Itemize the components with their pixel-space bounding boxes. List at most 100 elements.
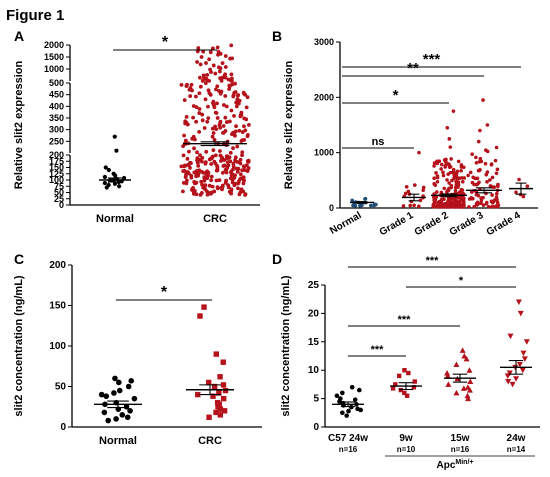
data-point — [207, 157, 212, 162]
data-point — [453, 171, 458, 175]
data-point — [492, 185, 497, 190]
data-point — [369, 203, 373, 208]
data-point — [460, 176, 464, 180]
data-point — [125, 383, 132, 390]
data-point — [220, 359, 226, 365]
data-point — [445, 125, 450, 130]
data-point — [401, 204, 406, 208]
data-point — [239, 187, 244, 192]
data-point — [421, 185, 426, 190]
data-point — [205, 78, 210, 83]
data-point — [198, 153, 202, 158]
data-point — [439, 162, 444, 167]
group-label-superscript: Min/+ — [455, 459, 473, 466]
data-point — [481, 98, 485, 102]
data-point — [203, 81, 208, 86]
data-point — [398, 387, 404, 393]
data-point — [208, 67, 212, 72]
data-point — [496, 203, 501, 207]
data-point — [489, 162, 494, 167]
data-point — [464, 392, 471, 399]
data-point — [492, 204, 497, 209]
data-point — [445, 381, 452, 387]
data-point — [233, 90, 238, 94]
data-point — [340, 410, 345, 416]
data-point — [445, 178, 449, 182]
data-point — [486, 204, 491, 209]
data-point — [204, 61, 208, 65]
data-point — [396, 373, 402, 379]
data-point — [456, 204, 460, 209]
data-point — [441, 173, 446, 178]
data-point — [128, 378, 135, 384]
data-point — [442, 186, 447, 191]
data-point — [446, 199, 450, 203]
data-point — [179, 164, 184, 169]
data-point — [121, 175, 127, 181]
data-point — [402, 368, 407, 373]
data-point — [207, 183, 212, 188]
data-point — [515, 299, 522, 306]
data-point — [245, 169, 250, 173]
n-label: n=14 — [507, 445, 526, 454]
data-point — [521, 356, 528, 362]
data-point — [213, 351, 219, 357]
data-point — [192, 146, 196, 151]
data-point — [490, 193, 494, 197]
data-point — [197, 168, 202, 173]
data-point — [232, 183, 237, 188]
data-point — [521, 194, 526, 199]
data-point — [478, 156, 483, 161]
data-point — [402, 390, 407, 396]
data-point — [447, 165, 452, 169]
data-point — [485, 170, 490, 174]
data-point — [458, 204, 463, 209]
data-point — [409, 199, 414, 204]
data-point — [444, 370, 451, 376]
data-point — [218, 91, 223, 96]
data-point — [212, 159, 217, 164]
data-point — [241, 178, 246, 182]
data-point — [123, 403, 130, 410]
significance-label: *** — [426, 255, 440, 267]
data-point — [191, 115, 195, 120]
data-point — [201, 304, 207, 310]
data-point — [205, 119, 210, 124]
data-point — [210, 184, 215, 189]
y-tick-label: 100 — [49, 341, 66, 352]
y-tick-label: 175 — [49, 156, 64, 166]
data-point — [229, 78, 233, 83]
data-point — [236, 181, 240, 186]
data-point — [490, 175, 495, 180]
data-point — [206, 104, 210, 109]
data-point — [460, 385, 467, 391]
data-point — [241, 164, 246, 169]
data-point — [474, 155, 478, 160]
y-tick-label: 25 — [308, 280, 320, 291]
data-point — [189, 173, 194, 178]
data-point — [104, 185, 109, 190]
data-point — [494, 171, 499, 176]
x-tick-label: Grade 2 — [413, 210, 451, 238]
data-point — [516, 362, 523, 368]
data-point — [106, 167, 111, 173]
data-point — [514, 190, 518, 195]
x-tick-label: Grade 1 — [378, 210, 416, 238]
y-tick-label: 0 — [329, 203, 334, 213]
data-point — [442, 202, 447, 206]
data-point — [227, 189, 232, 194]
data-point — [525, 184, 530, 188]
data-point — [489, 199, 494, 204]
panel-b: B 0 1000 2000 3000 Relative slit2 expression N… — [272, 28, 538, 238]
data-point — [210, 126, 215, 131]
x-tick-label: Grade 3 — [448, 210, 486, 238]
data-point — [200, 155, 205, 160]
data-point — [242, 92, 247, 96]
data-point — [197, 313, 203, 319]
data-point — [198, 62, 203, 67]
data-point — [408, 203, 413, 208]
data-point — [485, 149, 490, 154]
y-axis-label: Relative slit2 expression — [283, 61, 295, 190]
data-point — [513, 376, 520, 382]
